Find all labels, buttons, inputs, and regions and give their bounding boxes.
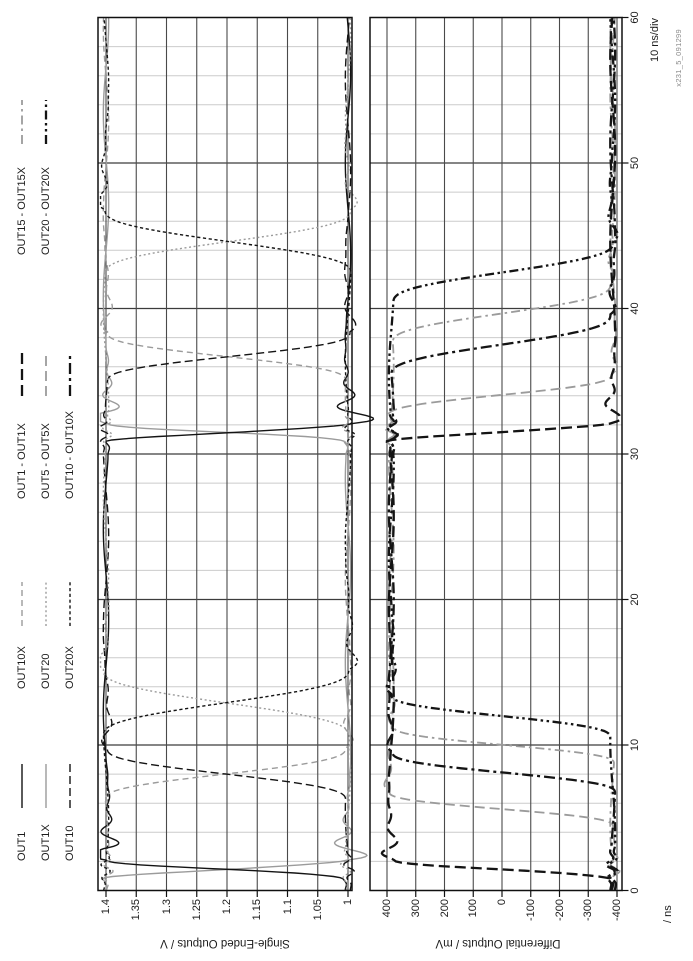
legend-line-swatch bbox=[21, 764, 23, 808]
ytick-label: -300 bbox=[582, 899, 595, 922]
legend-item: OUT1 - OUT1X bbox=[10, 351, 34, 499]
legend-item: OUT20 bbox=[34, 581, 58, 689]
legend-item: OUT15 - OUT15X bbox=[10, 99, 34, 255]
legend-label: OUT5 - OUT5X bbox=[40, 423, 52, 499]
trace-out10-out10x bbox=[386, 17, 617, 891]
legend-label: OUT10 - OUT10X bbox=[64, 410, 76, 499]
ytick-label: 400 bbox=[381, 899, 393, 918]
differential-axis-label: Differential Outputs / mV bbox=[435, 937, 561, 949]
ytick-label: 0 bbox=[496, 899, 508, 906]
legend-line-swatch bbox=[45, 352, 47, 396]
legend-item: OUT5 - OUT5X bbox=[34, 351, 58, 499]
ytick-label: 1.15 bbox=[251, 899, 264, 921]
legend-item: OUT10 bbox=[58, 763, 82, 861]
legend: OUT1 OUT1X OUT10 OUT10X OUT20 OUT20X OUT1 - OU… bbox=[0, 0, 96, 961]
legend-group-1: OUT1 OUT1X OUT10 bbox=[10, 763, 82, 861]
single-ended-axis-label: Single-Ended Outputs / V bbox=[160, 937, 290, 949]
ytick-label: 1.25 bbox=[190, 899, 203, 921]
legend-item: OUT20X bbox=[58, 581, 82, 689]
legend-label: OUT20 bbox=[40, 653, 52, 689]
legend-label: OUT1 - OUT1X bbox=[16, 423, 28, 499]
legend-label: OUT15 - OUT15X bbox=[16, 166, 28, 255]
legend-label: OUT20X bbox=[64, 646, 76, 689]
legend-group-4: OUT15 - OUT15X OUT20 - OUT20X bbox=[10, 99, 58, 255]
time-tick-label: 30 bbox=[629, 447, 641, 461]
legend-line-swatch bbox=[69, 764, 71, 808]
legend-label: OUT1X bbox=[40, 824, 52, 861]
legend-line-swatch bbox=[44, 100, 48, 144]
time-tick-label: 0 bbox=[629, 887, 641, 894]
ytick-label: -200 bbox=[553, 899, 566, 922]
ytick-label: 1.1 bbox=[281, 899, 294, 915]
legend-line-swatch bbox=[20, 352, 24, 396]
ytick-label: 1.35 bbox=[130, 899, 143, 921]
legend-line-swatch bbox=[45, 582, 47, 626]
legend-label: OUT1 bbox=[16, 831, 28, 861]
legend-label: OUT10 bbox=[64, 825, 76, 861]
legend-item: OUT1X bbox=[34, 763, 58, 861]
legend-item: OUT1 bbox=[10, 763, 34, 861]
trace-out20 bbox=[99, 17, 358, 891]
ytick-label: -400 bbox=[611, 899, 623, 922]
ytick-label: 300 bbox=[409, 899, 422, 918]
legend-item: OUT20 - OUT20X bbox=[34, 99, 58, 255]
ytick-label: 1.4 bbox=[100, 899, 112, 915]
trace-out10 bbox=[99, 17, 357, 891]
legend-item: OUT10X bbox=[10, 581, 34, 689]
time-scale-label: 10 ns/div bbox=[649, 18, 661, 63]
differential-panel-border bbox=[369, 16, 623, 892]
ytick-label: 1.05 bbox=[311, 899, 324, 921]
legend-label: OUT20 - OUT20X bbox=[40, 166, 52, 255]
legend-line-swatch bbox=[21, 582, 23, 626]
legend-line-swatch bbox=[68, 352, 72, 396]
ytick-label: 1.3 bbox=[160, 899, 173, 915]
figure-watermark: x231_5_091299 bbox=[674, 29, 683, 87]
ytick-label: 1.2 bbox=[221, 899, 233, 915]
trace-out1-out1x bbox=[380, 17, 622, 891]
time-tick-label: 40 bbox=[629, 302, 641, 315]
time-tick-label: 10 bbox=[629, 738, 641, 752]
ytick-label: -100 bbox=[524, 899, 537, 922]
legend-line-swatch bbox=[21, 100, 23, 144]
legend-group-3: OUT1 - OUT1X OUT5 - OUT5X OUT10 - OUT10X bbox=[10, 351, 82, 499]
legend-line-swatch bbox=[45, 764, 47, 808]
time-tick-label: 50 bbox=[629, 156, 641, 170]
legend-line-swatch bbox=[69, 582, 71, 626]
ytick-label: 1 bbox=[342, 899, 354, 906]
legend-label: OUT10X bbox=[16, 646, 28, 689]
time-tick-label: 20 bbox=[629, 593, 641, 606]
trace-out1 bbox=[99, 17, 375, 891]
time-tick-label: 60 bbox=[629, 11, 641, 24]
trace-out20-out20x bbox=[385, 17, 619, 891]
legend-item: OUT10 - OUT10X bbox=[58, 351, 82, 499]
ytick-label: 100 bbox=[467, 899, 480, 918]
time-unit-label: / ns bbox=[662, 905, 674, 923]
ytick-label: 200 bbox=[438, 899, 451, 918]
legend-group-2: OUT10X OUT20 OUT20X bbox=[10, 581, 82, 689]
single-ended-panel-border bbox=[97, 16, 353, 892]
